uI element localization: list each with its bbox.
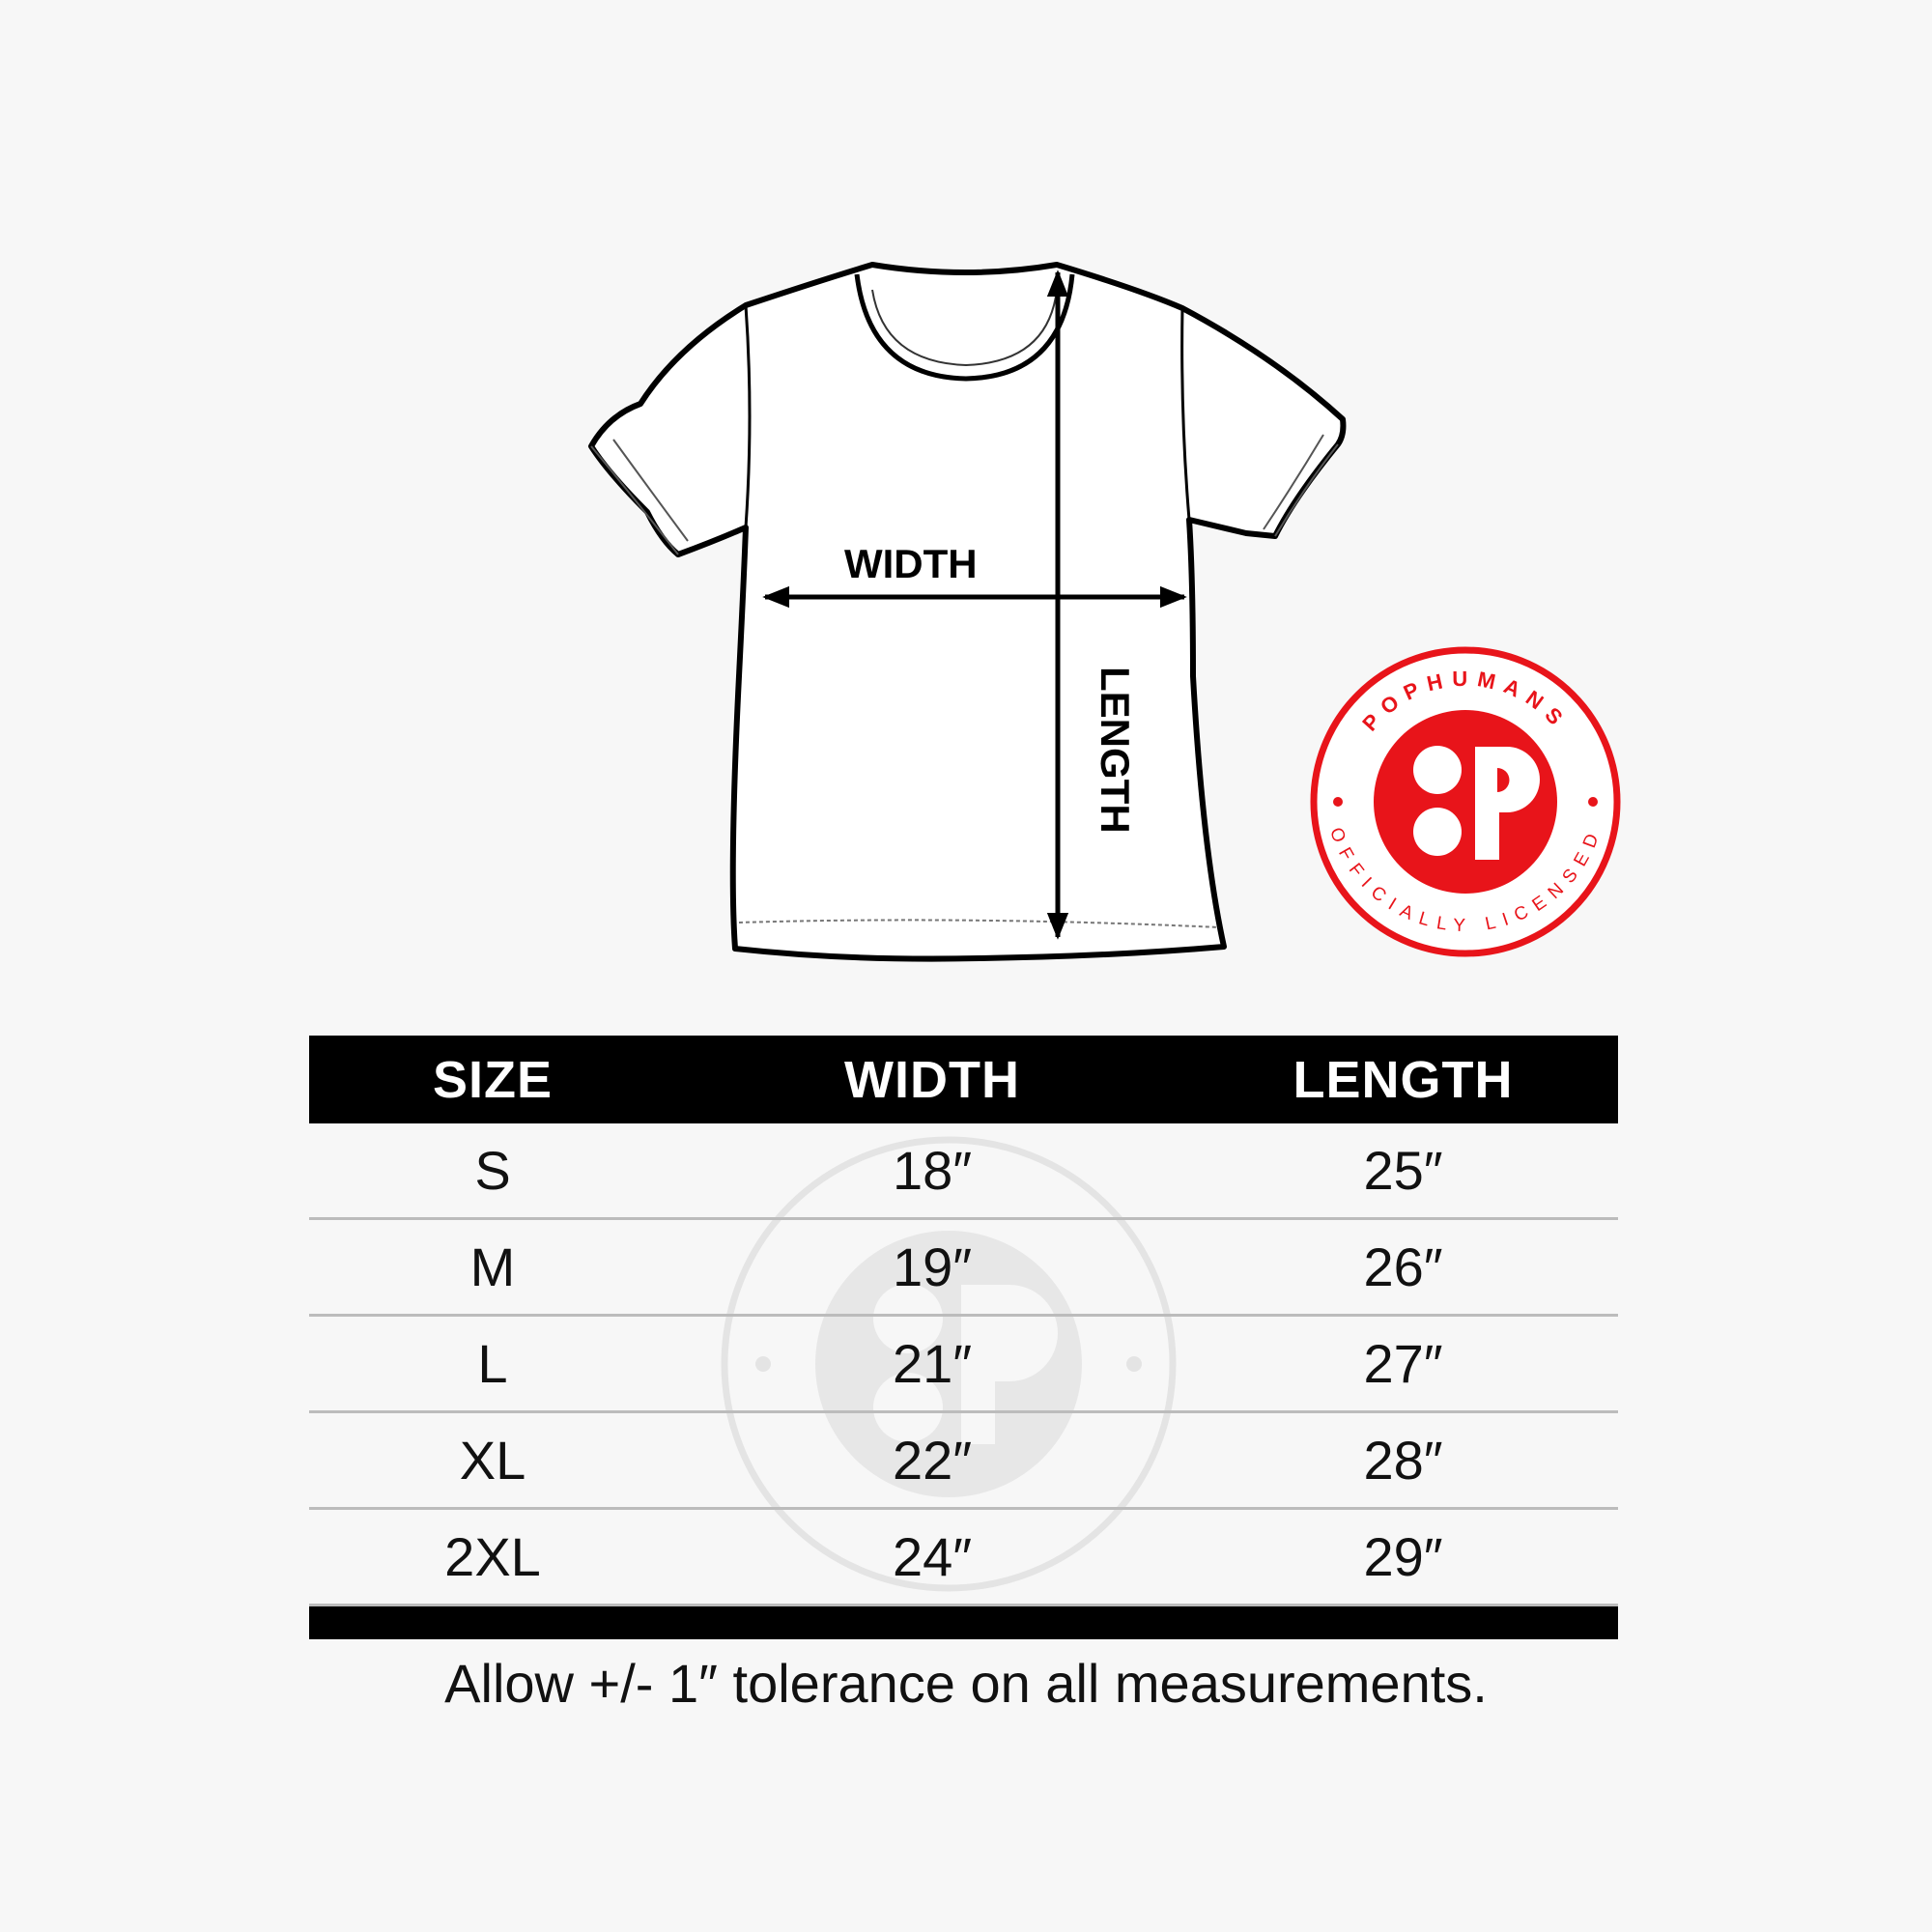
length-cell: 26″ xyxy=(1363,1236,1443,1297)
dot-icon xyxy=(1413,746,1462,794)
size-cell: 2XL xyxy=(444,1526,541,1587)
p-letter-icon xyxy=(1475,747,1540,860)
tshirt-diagram xyxy=(588,262,1347,962)
width-cell: 24″ xyxy=(892,1526,973,1587)
size-cell: M xyxy=(469,1236,516,1297)
shirt-outline xyxy=(588,262,1347,962)
table-row: XL 22″ 28″ xyxy=(309,1413,1618,1510)
length-cell: 25″ xyxy=(1363,1140,1443,1201)
table-header: SIZE WIDTH LENGTH xyxy=(309,1036,1618,1123)
tolerance-note: Allow +/- 1″ tolerance on all measuremen… xyxy=(444,1653,1488,1714)
width-cell: 22″ xyxy=(892,1430,973,1491)
size-chart-table: SIZE WIDTH LENGTH S 18″ 25″ M 19″ 26″ L … xyxy=(309,1036,1618,1639)
table-row: S 18″ 25″ xyxy=(309,1123,1618,1220)
width-label: WIDTH xyxy=(844,541,978,586)
size-cell: XL xyxy=(459,1430,526,1491)
length-cell: 29″ xyxy=(1363,1526,1443,1587)
dot-icon xyxy=(1413,808,1462,856)
watermark-logo xyxy=(721,1136,1177,1592)
header-width: WIDTH xyxy=(844,1050,1020,1109)
table-row: L 21″ 27″ xyxy=(309,1317,1618,1413)
header-length: LENGTH xyxy=(1293,1050,1514,1109)
size-cell: S xyxy=(474,1140,511,1201)
table-bottom-bar xyxy=(309,1606,1618,1639)
width-cell: 21″ xyxy=(892,1333,973,1394)
width-cell: 18″ xyxy=(892,1140,973,1201)
width-cell: 19″ xyxy=(892,1236,973,1297)
table-row: M 19″ 26″ xyxy=(309,1220,1618,1317)
table-row: 2XL 24″ 29″ xyxy=(309,1510,1618,1606)
length-label: LENGTH xyxy=(1093,667,1138,834)
size-cell: L xyxy=(477,1333,508,1394)
length-cell: 28″ xyxy=(1363,1430,1443,1491)
length-cell: 27″ xyxy=(1363,1333,1443,1394)
header-size: SIZE xyxy=(432,1050,554,1109)
pophumans-licensed-badge: POPHUMANS OFFICIALLY LICENSED xyxy=(1310,646,1621,957)
